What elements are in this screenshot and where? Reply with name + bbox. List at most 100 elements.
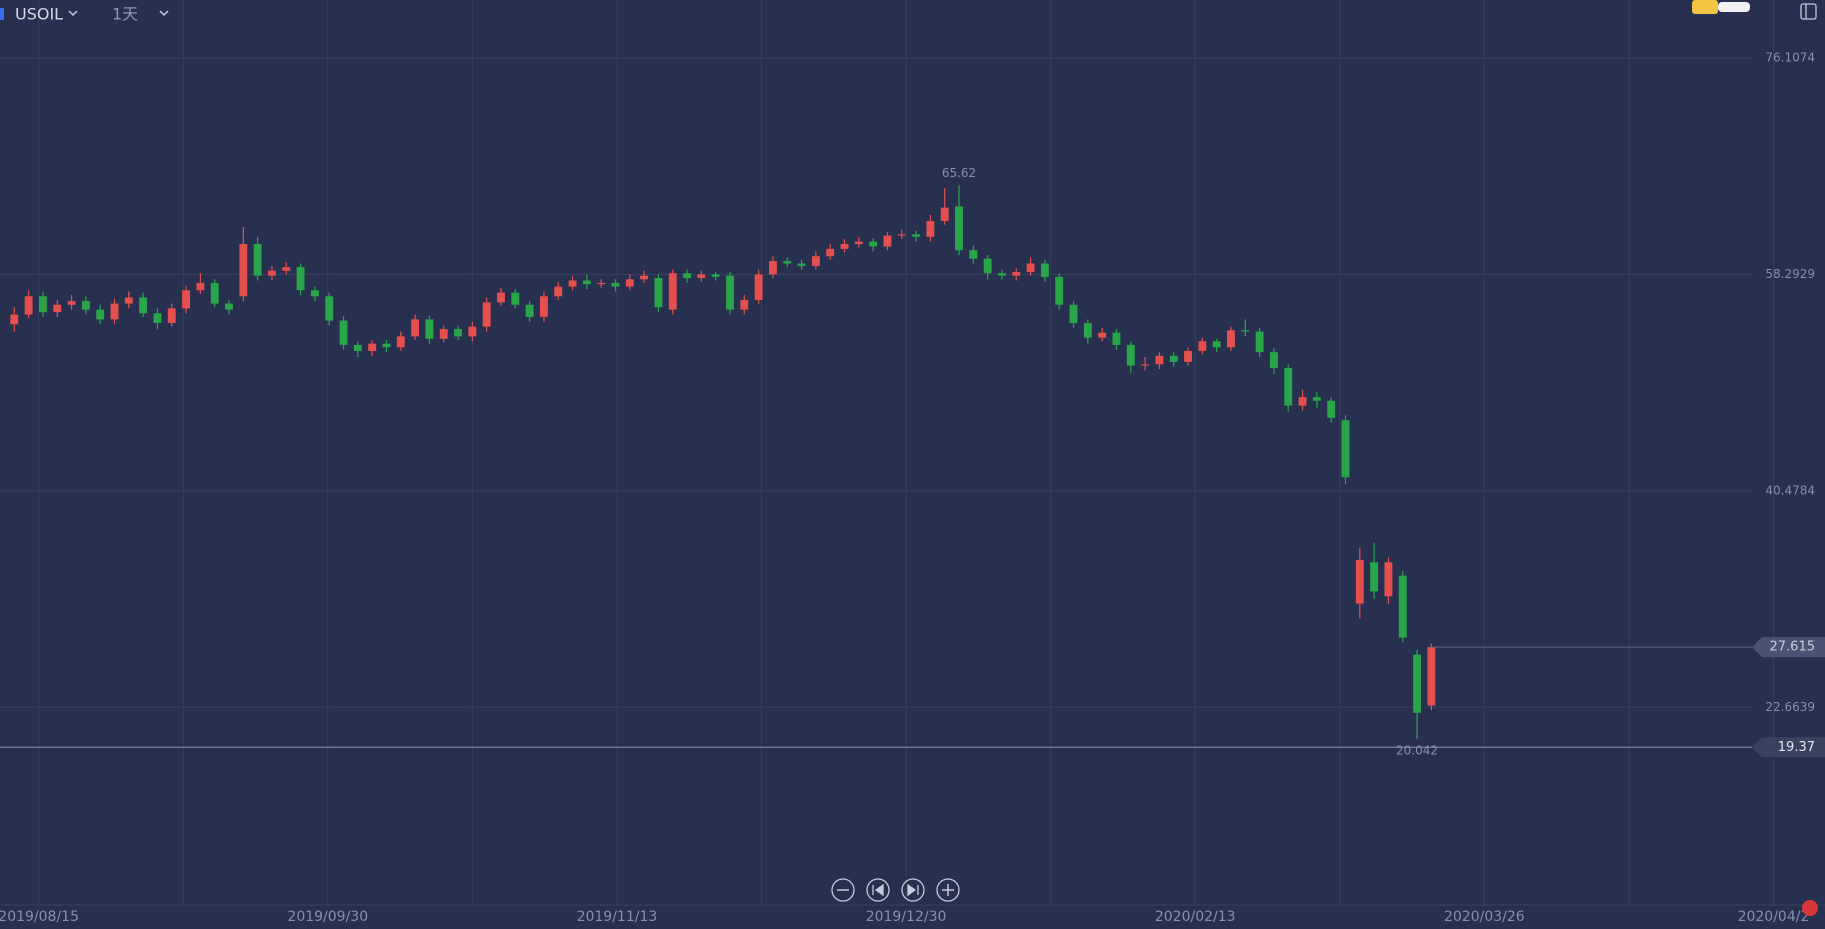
candle-body	[740, 299, 749, 310]
candle-body	[425, 319, 434, 339]
candle-body	[797, 263, 806, 266]
candle-body	[1026, 263, 1035, 273]
candle-body	[468, 326, 477, 337]
x-tick-label: 2020/02/13	[1155, 909, 1236, 925]
candle-body	[396, 336, 405, 348]
candle-body	[182, 290, 191, 309]
candle-body	[854, 241, 863, 245]
x-tick-label: 2019/08/15	[0, 909, 79, 925]
candle-body	[368, 343, 377, 351]
zoom-out[interactable]	[831, 878, 855, 902]
candle-body	[811, 256, 820, 266]
candle-body	[883, 235, 892, 247]
candle-body	[1198, 341, 1207, 351]
candle-body	[454, 329, 462, 337]
candle-body	[1312, 397, 1321, 401]
candle-body	[24, 296, 33, 315]
scroll-end-circle[interactable]	[901, 878, 925, 902]
candle-body	[625, 279, 634, 287]
last-price-tag	[1752, 637, 1825, 658]
candle-body	[1184, 350, 1192, 362]
scroll-end[interactable]	[901, 878, 925, 902]
candle-body	[1040, 263, 1049, 277]
scroll-end-icon[interactable]	[907, 883, 919, 897]
candle-body	[325, 296, 334, 321]
candle-body	[897, 234, 906, 236]
y-tick-label: 58.2929	[1765, 267, 1815, 281]
candle-body	[67, 301, 76, 305]
current-price-tag	[1752, 737, 1825, 758]
candle-body	[110, 303, 119, 320]
symbol-marker	[0, 8, 4, 20]
candle-body	[1098, 332, 1107, 338]
zoom-in-icon[interactable]	[942, 884, 954, 896]
candle-body	[511, 292, 520, 305]
candle-body	[1126, 344, 1135, 366]
candle-body	[1212, 341, 1221, 348]
candle-body	[1241, 330, 1250, 332]
candle-body	[554, 286, 563, 297]
candle-body	[167, 308, 176, 324]
candle-body	[912, 234, 921, 237]
scroll-start-circle[interactable]	[866, 878, 890, 902]
candle-body	[81, 301, 90, 310]
candle-body	[296, 267, 305, 291]
candle-body	[969, 250, 978, 259]
candle-body	[654, 278, 663, 308]
corner-badge[interactable]	[1802, 900, 1818, 916]
candle-body	[210, 282, 219, 304]
candle-body	[39, 296, 47, 313]
candle-body	[310, 290, 319, 297]
candle-body	[840, 244, 849, 249]
top-badge	[1692, 0, 1718, 14]
max-label: 65.62	[942, 166, 976, 180]
current-price-label: 19.37	[1778, 740, 1815, 755]
candle-body	[926, 220, 935, 237]
candle-body	[711, 274, 720, 277]
candle-body	[1069, 304, 1078, 324]
scroll-start-icon[interactable]	[872, 883, 884, 897]
panel-toggle[interactable]	[1800, 3, 1817, 20]
symbol-dropdown[interactable]	[68, 10, 78, 17]
interval[interactable]: 1天	[112, 5, 138, 24]
candle-body	[53, 304, 62, 313]
zoom-out-circle[interactable]	[831, 878, 855, 902]
candle-body	[1398, 575, 1407, 638]
candle-body	[1012, 272, 1021, 276]
candle-body	[96, 309, 105, 320]
candle-body	[1083, 323, 1092, 338]
candle-body	[225, 303, 233, 310]
candle-body	[611, 282, 620, 287]
candle-body	[282, 267, 291, 271]
zoom-in-circle[interactable]	[936, 878, 960, 902]
candle-body	[697, 274, 706, 279]
candle-body	[1227, 330, 1235, 348]
candle-body	[568, 280, 577, 287]
candle-body	[1384, 562, 1393, 597]
candle-body	[153, 313, 162, 324]
zoom-in[interactable]	[936, 878, 960, 902]
interval-dropdown[interactable]	[159, 10, 169, 17]
candle-body	[439, 329, 448, 339]
candle-body	[1169, 355, 1178, 362]
candle-body	[10, 314, 19, 325]
y-tick-label: 22.6639	[1765, 700, 1815, 714]
candle-body	[983, 258, 992, 274]
candle-body	[1427, 647, 1436, 706]
symbol[interactable]: USOIL	[15, 5, 63, 24]
candle-body	[955, 206, 963, 251]
candle-body	[196, 282, 205, 291]
candle-body	[1155, 355, 1164, 365]
candle-body	[582, 280, 591, 285]
candle-body	[139, 297, 148, 314]
candle-body	[1141, 364, 1150, 366]
scroll-start[interactable]	[866, 878, 890, 902]
y-tick-label: 40.4784	[1765, 483, 1815, 497]
x-tick-label: 2019/11/13	[577, 909, 658, 925]
candle-body	[239, 244, 248, 297]
candle-body	[482, 302, 491, 327]
